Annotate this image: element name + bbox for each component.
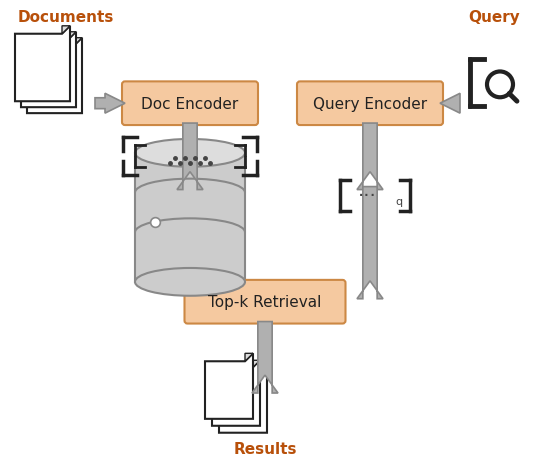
Text: Top-k Retrieval: Top-k Retrieval (208, 295, 322, 309)
Text: Query: Query (468, 10, 520, 25)
Ellipse shape (135, 269, 245, 296)
Polygon shape (259, 367, 267, 375)
Polygon shape (27, 39, 82, 114)
Polygon shape (62, 27, 70, 35)
Polygon shape (74, 39, 82, 46)
Text: Doc Encoder: Doc Encoder (141, 96, 239, 112)
Ellipse shape (135, 140, 245, 168)
Polygon shape (440, 94, 460, 114)
Polygon shape (357, 187, 383, 299)
FancyBboxPatch shape (297, 82, 443, 126)
Text: Results: Results (233, 441, 297, 456)
Polygon shape (245, 353, 253, 362)
Polygon shape (205, 353, 253, 419)
Polygon shape (357, 124, 383, 190)
FancyBboxPatch shape (184, 280, 345, 324)
Text: ···: ··· (358, 187, 377, 206)
Text: Query Encoder: Query Encoder (313, 96, 427, 112)
Polygon shape (68, 33, 76, 40)
Polygon shape (219, 367, 267, 433)
Polygon shape (21, 33, 76, 108)
Polygon shape (177, 124, 203, 190)
Polygon shape (15, 27, 70, 102)
Text: q: q (395, 197, 402, 207)
Polygon shape (95, 94, 125, 114)
Polygon shape (252, 322, 278, 393)
Polygon shape (212, 360, 260, 426)
FancyBboxPatch shape (122, 82, 258, 126)
Polygon shape (252, 360, 260, 369)
Text: Documents: Documents (18, 10, 114, 25)
Bar (135, 153, 245, 282)
